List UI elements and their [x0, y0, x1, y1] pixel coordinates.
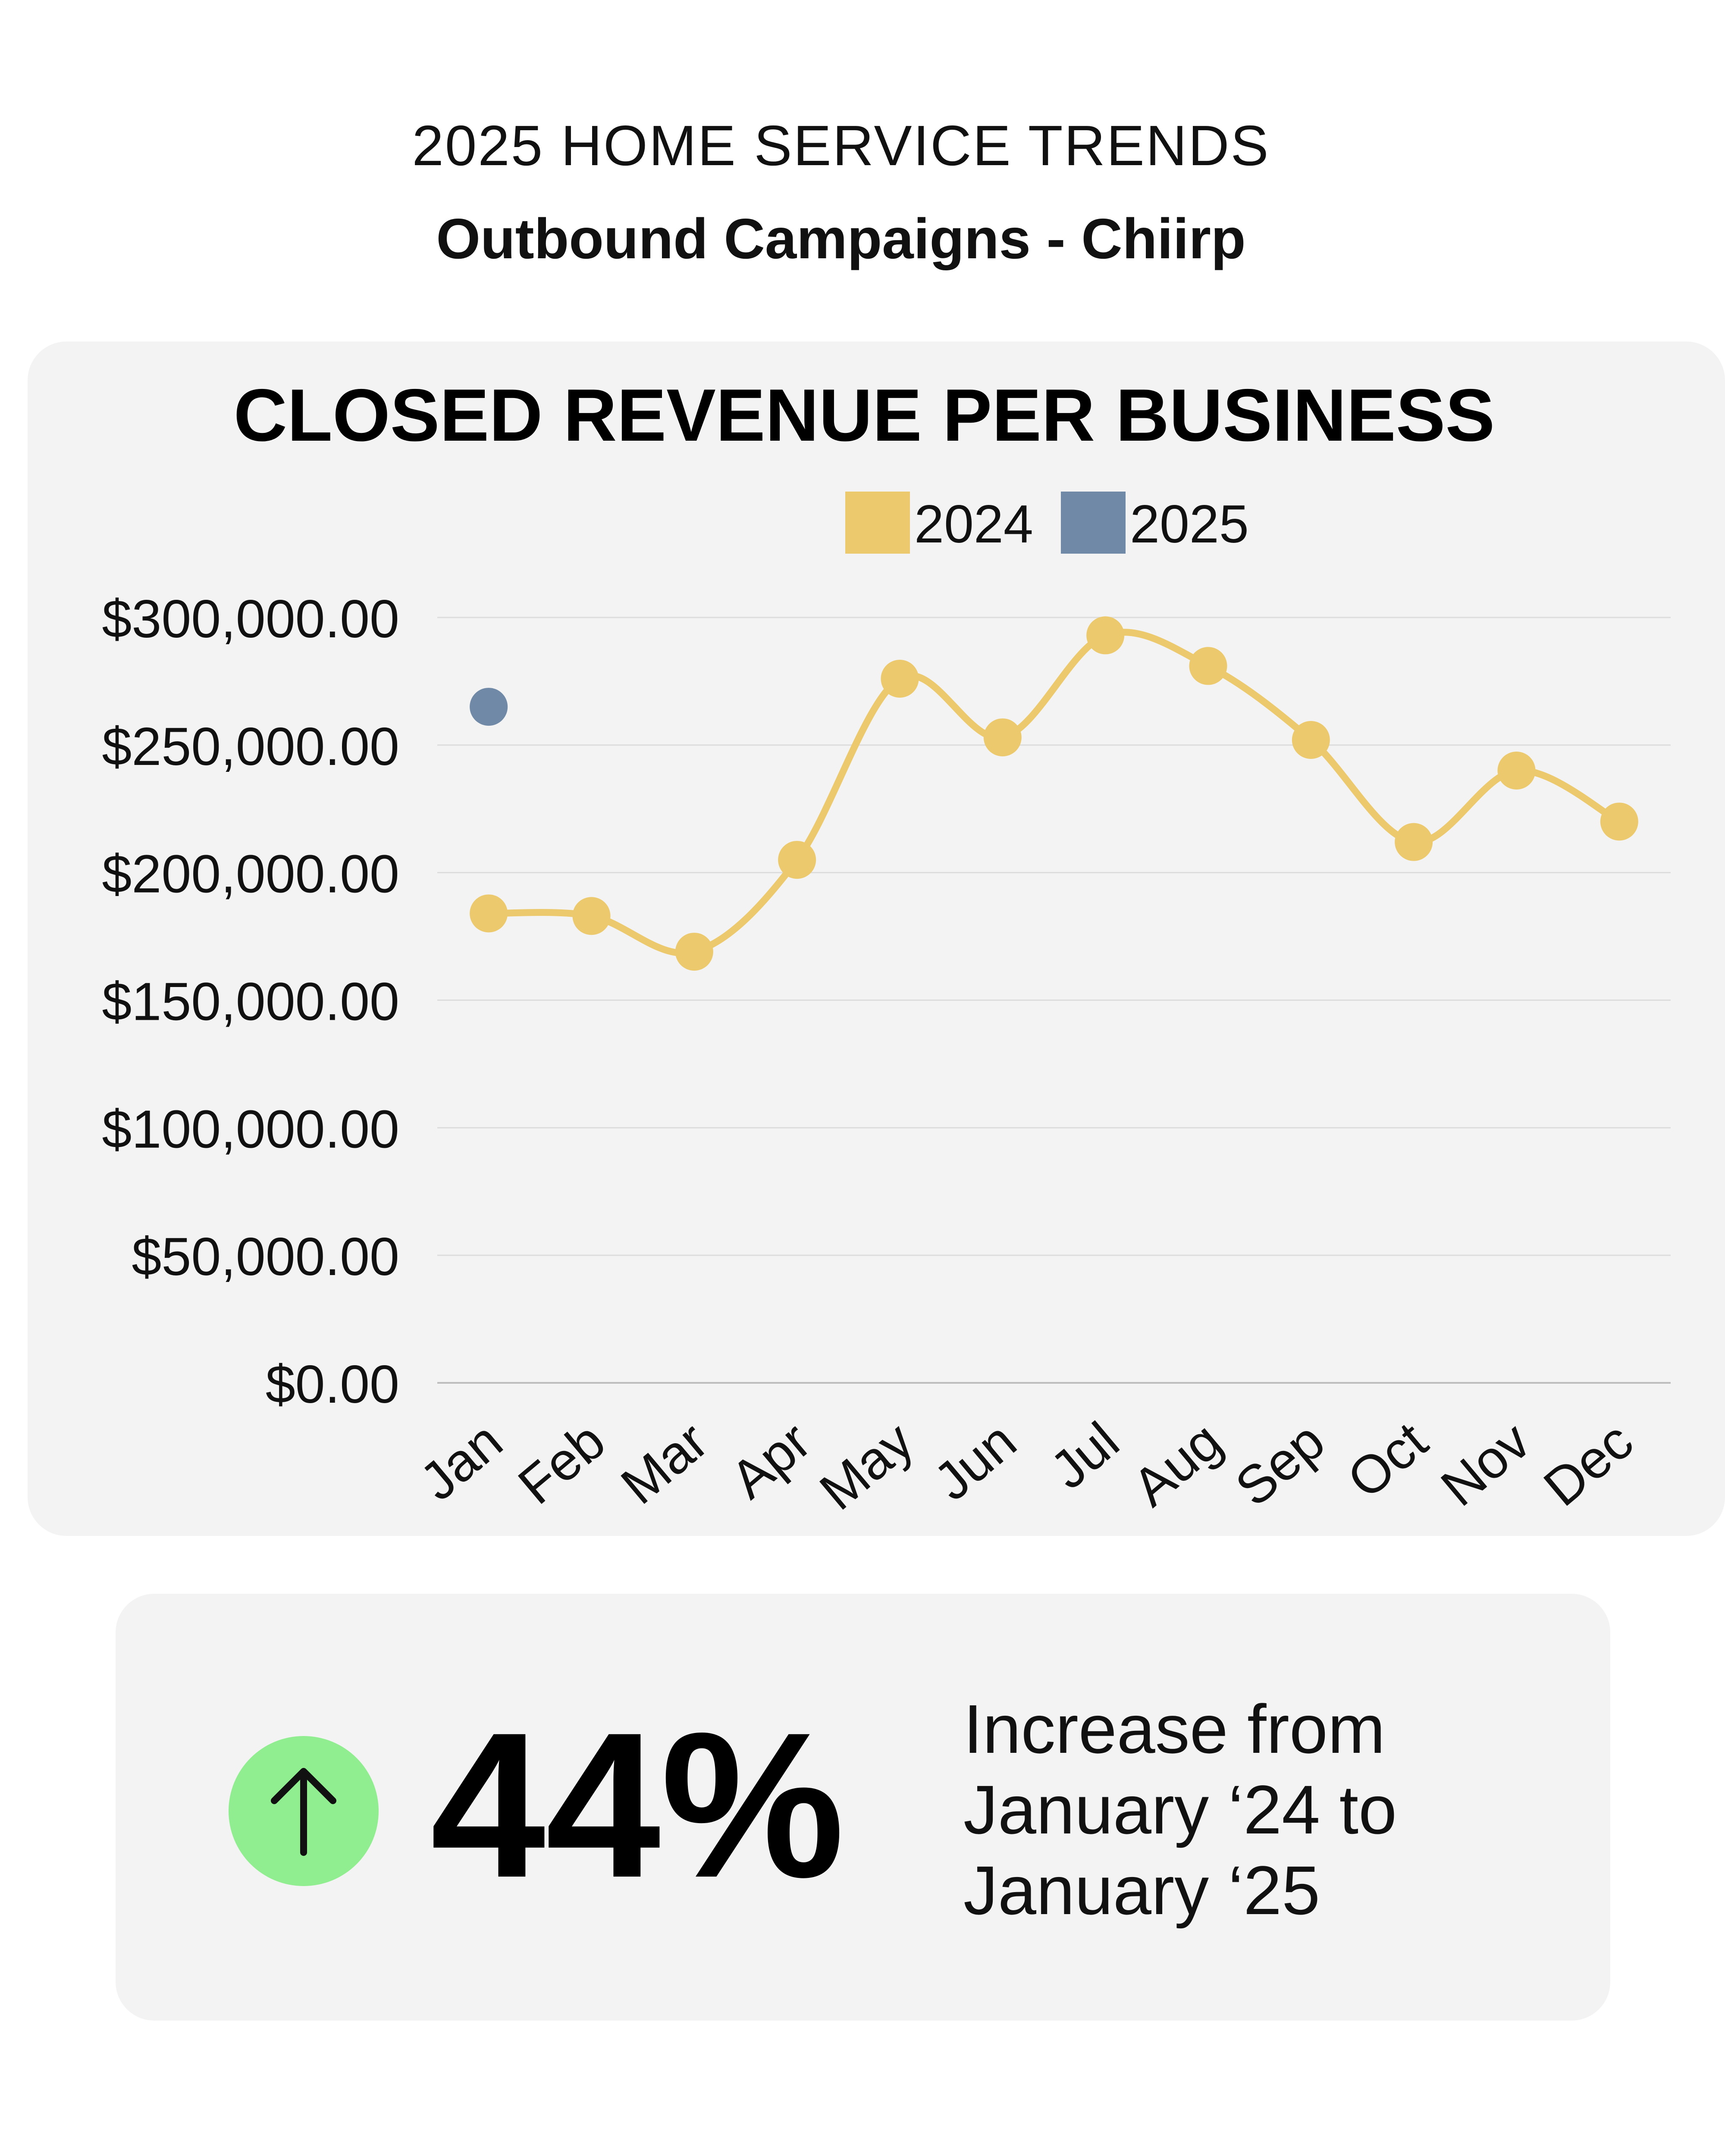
- stat-caption-line: Increase from: [963, 1690, 1386, 1767]
- legend-label: 2024: [914, 495, 1033, 554]
- y-tick-label: $0.00: [266, 1355, 399, 1414]
- data-point-2024: [675, 933, 713, 971]
- data-point-2024: [1189, 647, 1227, 685]
- data-point-2024: [1292, 721, 1330, 759]
- x-tick-label: Sep: [1224, 1411, 1336, 1518]
- data-point-2024: [470, 894, 508, 933]
- stat-caption-line: January ‘24 to: [963, 1771, 1397, 1849]
- x-tick-label: Jul: [1039, 1411, 1130, 1501]
- revenue-line-chart: CLOSED REVENUE PER BUSINESS 2024 2025 $0.…: [102, 374, 1671, 1521]
- x-tick-label: Nov: [1430, 1411, 1541, 1517]
- y-tick-label: $300,000.00: [102, 589, 399, 649]
- stat-caption: Increase from January ‘24 to January ‘25: [963, 1689, 1593, 1931]
- y-tick-label: $100,000.00: [102, 1100, 399, 1159]
- data-point-2024: [572, 897, 611, 935]
- chart-series: [470, 616, 1638, 971]
- page-subtitle: Outbound Campaigns - Chiirp: [436, 207, 1246, 270]
- y-axis-ticks: $0.00 $50,000.00 $100,000.00 $150,000.00 $20…: [102, 589, 399, 1414]
- chart-title: CLOSED REVENUE PER BUSINESS: [234, 374, 1495, 457]
- stat-percentage: 44%: [430, 1689, 845, 1921]
- y-tick-label: $200,000.00: [102, 845, 399, 904]
- x-tick-label: Feb: [507, 1411, 616, 1516]
- legend-swatch: [1061, 492, 1126, 554]
- stat-caption-line: January ‘25: [963, 1852, 1320, 1929]
- x-tick-label: May: [809, 1411, 925, 1521]
- series-line-2024: [485, 629, 1623, 957]
- increase-badge: [229, 1736, 379, 1886]
- x-tick-label: Jan: [409, 1411, 514, 1512]
- data-point-2024: [983, 718, 1022, 757]
- data-point-2024: [1395, 823, 1433, 861]
- x-tick-label: Mar: [610, 1411, 719, 1516]
- data-point-2025: [470, 688, 508, 726]
- data-point-2024: [1600, 802, 1638, 841]
- data-point-2024: [1086, 616, 1125, 655]
- arrow-up-icon: [271, 1768, 336, 1856]
- x-tick-label: Dec: [1533, 1411, 1644, 1517]
- x-tick-label: Oct: [1336, 1411, 1438, 1510]
- data-point-2024: [778, 841, 816, 879]
- y-tick-label: $150,000.00: [102, 972, 399, 1032]
- page-kicker: 2025 HOME SERVICE TRENDS: [412, 114, 1270, 177]
- chart-card: CLOSED REVENUE PER BUSINESS 2024 2025 $0.…: [28, 342, 1725, 1536]
- x-tick-label: Apr: [720, 1411, 822, 1510]
- data-point-2024: [1497, 752, 1536, 790]
- y-tick-label: $250,000.00: [102, 717, 399, 777]
- legend-swatch: [845, 492, 910, 554]
- stat-card: 44% Increase from January ‘24 to January…: [116, 1594, 1610, 2021]
- chart-legend: 2024 2025: [845, 492, 1249, 554]
- y-tick-label: $50,000.00: [132, 1227, 399, 1287]
- x-tick-label: Jun: [923, 1411, 1027, 1512]
- legend-label: 2025: [1130, 495, 1249, 554]
- chart-gridlines: [437, 617, 1671, 1384]
- data-point-2024: [881, 660, 919, 698]
- x-tick-label: Aug: [1122, 1411, 1233, 1518]
